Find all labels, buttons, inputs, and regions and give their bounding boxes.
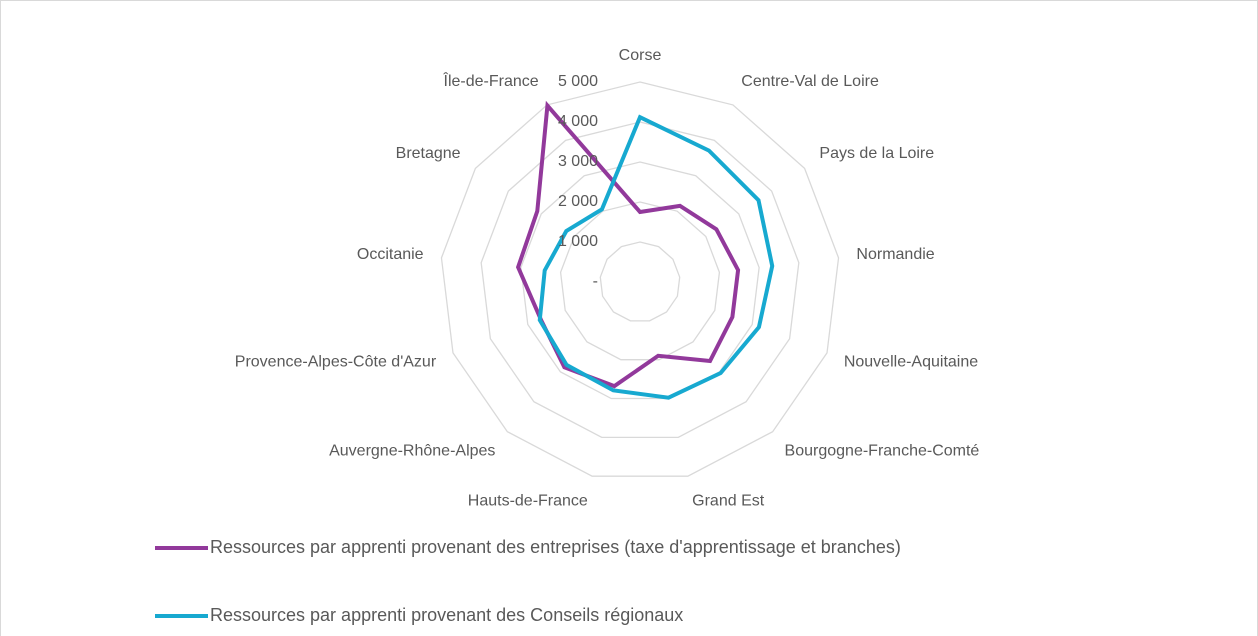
grid-ring	[480, 121, 800, 439]
y-tick-label: 3 000	[558, 153, 598, 170]
legend-label: Ressources par apprenti provenant des en…	[210, 537, 901, 557]
category-label: Occitanie	[357, 246, 424, 263]
category-label: Grand Est	[692, 493, 765, 510]
category-label: Centre-Val de Loire	[741, 73, 879, 90]
category-label: Bourgogne-Franche-Comté	[785, 442, 980, 459]
category-label: Île-de-France	[443, 71, 539, 90]
grid-ring	[520, 161, 760, 400]
y-tick-label: 5 000	[558, 73, 598, 90]
series-line	[537, 114, 775, 400]
category-label: Provence-Alpes-Côte d'Azur	[235, 353, 437, 370]
grid-ring	[440, 81, 840, 477]
y-tick-label: -	[593, 273, 598, 290]
grid-ring	[599, 241, 681, 322]
legend-label: Ressources par apprenti provenant des Co…	[210, 605, 683, 625]
category-label: Bretagne	[396, 145, 461, 162]
y-tick-label: 1 000	[558, 233, 598, 250]
category-label: Nouvelle-Aquitaine	[844, 353, 978, 370]
grid-ring	[559, 201, 721, 361]
category-label: Auvergne-Rhône-Alpes	[329, 442, 495, 459]
y-tick-label: 4 000	[558, 113, 598, 130]
series-line	[515, 100, 741, 389]
category-label: Hauts-de-France	[468, 493, 588, 510]
category-label: Corse	[619, 47, 662, 64]
category-label: Pays de la Loire	[819, 145, 934, 162]
category-label: Normandie	[856, 246, 934, 263]
y-tick-label: 2 000	[558, 193, 598, 210]
